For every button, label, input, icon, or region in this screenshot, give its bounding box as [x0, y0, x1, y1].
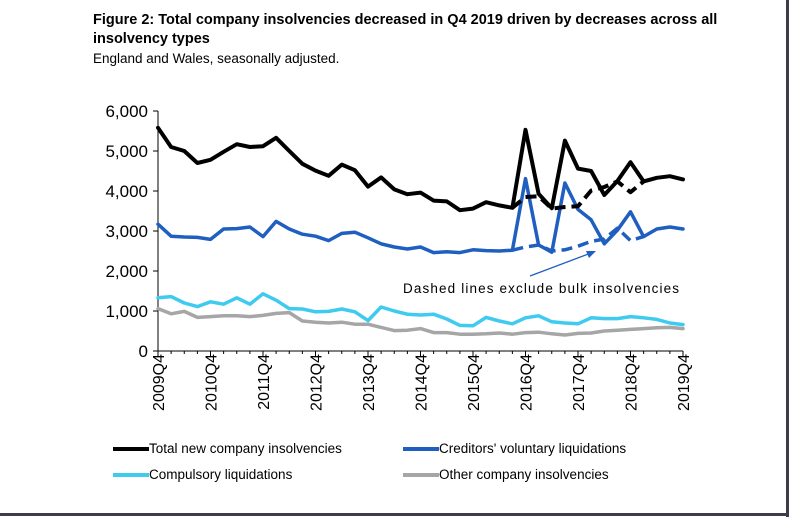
y-tick-label: 2,000: [105, 262, 148, 281]
y-tick-label: 1,000: [105, 302, 148, 321]
frame-right-border: [786, 0, 789, 517]
y-tick-label: 5,000: [105, 142, 148, 161]
legend-label-total: Total new company insolvencies: [149, 441, 342, 456]
y-tick-label: 4,000: [105, 182, 148, 201]
legend-swatch-cvl: [403, 446, 439, 451]
x-tick-label: 2017Q4: [571, 354, 588, 411]
series-lines: [156, 125, 685, 337]
legend-swatch-total: [113, 446, 149, 451]
series-line-compulsory: [156, 292, 685, 328]
legend-swatch-compulsory: [113, 472, 149, 477]
y-tick-label: 0: [139, 342, 148, 361]
x-tick-label: 2011Q4: [256, 354, 273, 410]
x-tick-label: 2014Q4: [414, 354, 431, 411]
chart-subtitle: England and Wales, seasonally adjusted.: [93, 51, 340, 66]
legend-item-compulsory: Compulsory liquidations: [113, 467, 292, 482]
series-line-total: [156, 125, 685, 213]
x-tick-label: 2013Q4: [361, 354, 378, 411]
x-tick-label: 2015Q4: [466, 354, 483, 411]
y-tick-label: 3,000: [105, 222, 148, 241]
annotation-group: Dashed lines exclude bulk insolvencies: [403, 251, 679, 296]
y-tick-label: 6,000: [105, 102, 148, 121]
annotation-arrow-head: [586, 251, 596, 258]
x-tick-label: 2016Q4: [519, 354, 536, 411]
series-line-total-dashed: [511, 179, 645, 211]
series-line-cvl: [156, 176, 685, 255]
legend-item-total: Total new company insolvencies: [113, 441, 342, 456]
legend-swatch-other: [403, 472, 439, 477]
frame-bottom-border: [0, 513, 789, 516]
axes: 0 1,000 2,000 3,000 4,000 5,000 6,000 2009Q4 201…: [105, 102, 693, 411]
legend-item-cvl: Creditors' voluntary liquidations: [403, 441, 626, 456]
series-line-cvl-dashed: [511, 226, 645, 253]
legend-label-other: Other company insolvencies: [439, 467, 609, 482]
legend: Total new company insolvencies Creditors…: [113, 441, 733, 491]
annotation-dashed-lines: Dashed lines exclude bulk insolvencies: [403, 281, 679, 296]
x-tick-label: 2010Q4: [204, 354, 221, 411]
legend-label-cvl: Creditors' voluntary liquidations: [439, 441, 627, 456]
annotation-arrow-line: [529, 252, 592, 277]
legend-item-other: Other company insolvencies: [403, 467, 609, 482]
x-tick-label: 2012Q4: [309, 354, 326, 411]
x-tick-label: 2009Q4: [151, 354, 168, 411]
legend-label-compulsory: Compulsory liquidations: [149, 467, 293, 482]
series-line-other: [156, 306, 685, 337]
x-tick-label: 2019Q4: [676, 354, 693, 411]
x-tick-label: 2018Q4: [624, 354, 641, 411]
chart-title: Figure 2: Total company insolvencies dec…: [93, 12, 718, 47]
